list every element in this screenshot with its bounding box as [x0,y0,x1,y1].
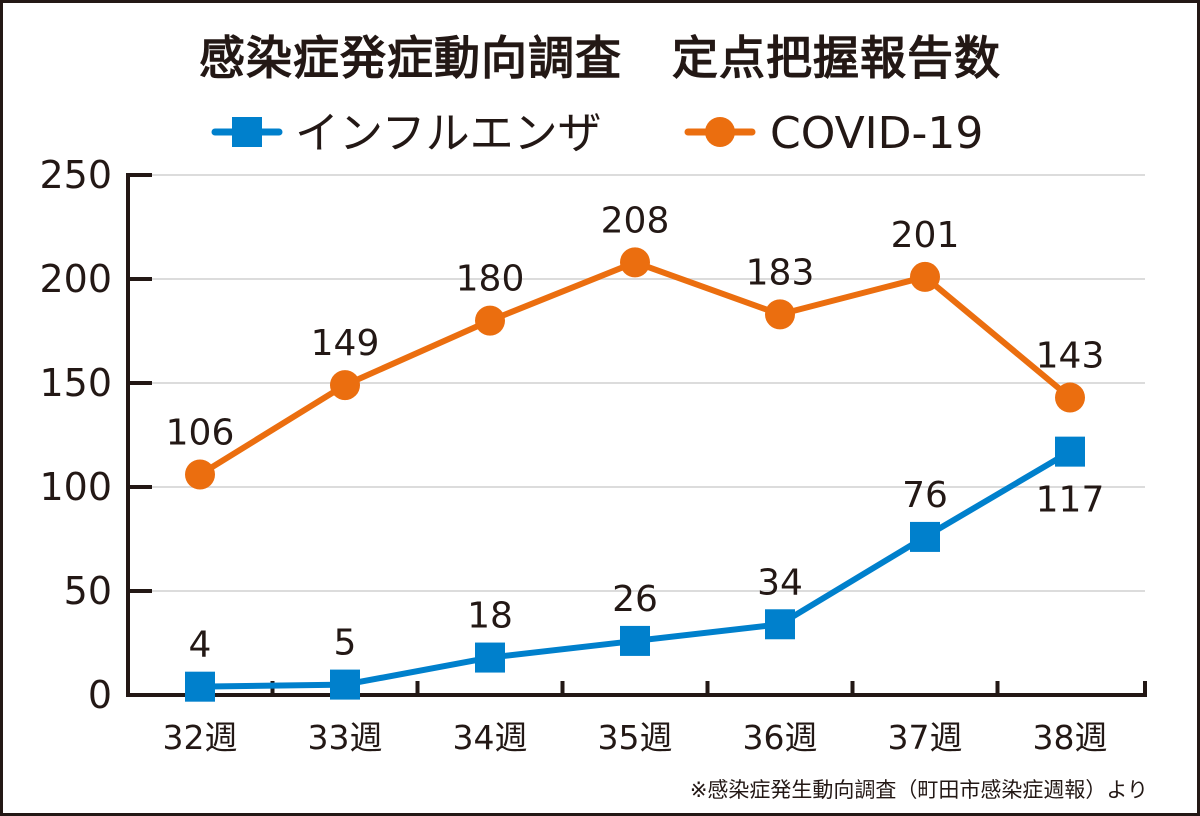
data-point-circle [620,247,650,278]
x-tick-label: 37週 [888,718,963,757]
source-note: ※感染症発生動向調査（町田市感染症週報）より [689,778,1148,802]
data-point-circle [185,459,215,490]
legend-item: インフルエンザ [211,108,602,159]
legend-square-icon [232,117,262,147]
y-tick-label: 150 [39,361,112,405]
x-tick-label: 36週 [743,718,818,757]
legend-label: インフルエンザ [295,108,602,159]
data-point-square [185,671,215,702]
data-label: 183 [746,252,815,293]
data-label: 5 [334,623,357,664]
data-label: 76 [902,475,948,516]
data-point-square [910,521,940,552]
y-tick-label: 50 [64,569,112,613]
x-tick-label: 32週 [163,718,238,757]
data-point-circle [765,299,795,330]
chart-title-part2: 定点把握報告数 [672,31,1001,85]
data-point-circle [475,305,505,336]
legend-circle-icon [705,117,735,147]
x-tick-label: 38週 [1033,718,1108,757]
data-point-circle [1055,382,1085,413]
x-tick-label: 34週 [453,718,528,757]
data-label: 4 [189,625,212,666]
data-label: 208 [601,200,670,241]
legend-label: COVID-19 [770,108,983,159]
data-label: 34 [757,562,803,603]
data-label: 106 [166,413,235,454]
legend-item: COVID-19 [684,108,983,159]
y-tick-label: 100 [39,465,112,509]
data-label: 117 [1036,480,1105,521]
chart-title-part1: 感染症発症動向調査 [199,31,622,85]
y-tick-label: 250 [39,153,112,197]
y-tick-label: 200 [39,257,112,301]
data-point-circle [330,370,360,401]
data-label: 143 [1036,336,1105,377]
data-label: 26 [612,579,658,620]
data-label: 18 [467,596,513,637]
data-label: 180 [456,259,525,300]
data-point-square [330,669,360,700]
x-tick-label: 33週 [308,718,383,757]
data-label: 201 [891,215,960,256]
data-point-square [475,642,505,673]
data-label: 149 [311,323,380,364]
data-point-circle [910,261,940,292]
y-tick-label: 0 [88,673,112,717]
data-point-square [620,625,650,656]
data-point-square [765,609,795,640]
chart-title: 感染症発症動向調査 定点把握報告数 [0,22,1200,88]
x-tick-label: 35週 [598,718,673,757]
data-point-square [1055,436,1085,467]
series-line [198,259,1072,478]
